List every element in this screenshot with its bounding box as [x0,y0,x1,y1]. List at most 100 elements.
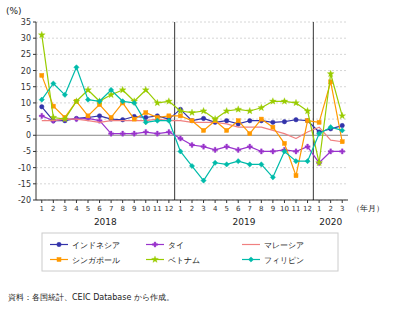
year-label: 2020 [319,217,342,227]
point [97,99,102,104]
point [132,131,137,136]
point [143,129,148,134]
x-tick [134,200,135,203]
point [282,119,286,123]
grid-line [36,70,348,71]
point [40,73,44,77]
x-tick [88,200,89,203]
point [317,120,321,124]
series-line [42,67,342,180]
point [247,144,252,149]
legend-label: マレーシア [264,241,304,250]
legend-label: ベトナム [168,256,200,265]
x-tick [122,200,123,203]
point [178,114,182,118]
point [224,144,229,149]
x-tick-label: 2 [328,205,332,213]
point [271,125,275,129]
x-tick-label: 7 [248,205,252,213]
x-tick [215,200,216,203]
year-label: 2019 [233,217,256,227]
x-tick-label: 1 [317,205,321,213]
y-tick-label: -20 [18,196,31,205]
y-tick-label: 30 [21,34,31,43]
x-tick [272,200,273,203]
grid-line [36,54,348,55]
x-tick [53,200,54,203]
x-tick [330,200,331,203]
point [201,178,206,183]
point [223,107,230,114]
x-tick [157,200,158,203]
series [40,105,345,135]
legend-frame [42,233,338,271]
y-tick-label: 15 [21,83,31,92]
x-axis-label: （年月） [352,204,384,213]
legend-marker [152,242,157,247]
point [85,97,90,102]
x-tick-label: 5 [224,205,228,213]
point [50,114,57,121]
x-tick-label: 7 [109,205,113,213]
point [189,163,194,168]
x-tick [99,200,100,203]
point [143,120,148,125]
series-line [42,107,342,132]
y-tick-label: -10 [18,164,31,173]
point [327,70,334,77]
point [339,112,346,119]
x-tick-label: 9 [271,205,275,213]
x-tick [307,200,308,203]
x-tick-label: 4 [74,205,79,213]
point [258,104,265,111]
x-tick-label: 11 [153,205,162,213]
legend-label: シンガポール [72,256,120,265]
point [202,128,206,132]
point [167,114,171,118]
point [236,159,241,164]
y-axis-label: (%) [6,6,22,16]
x-tick-label: 12 [303,205,312,213]
x-tick [226,200,227,203]
x-tick-label: 6 [236,205,241,213]
point [293,99,300,106]
point [178,149,183,154]
series-line [42,35,342,163]
point [166,129,171,134]
x-tick-label: 2 [190,205,194,213]
point [201,116,205,120]
y-tick-label: 25 [21,50,31,59]
x-tick-label: 10 [280,205,289,213]
point [120,99,125,104]
point [74,65,79,70]
point [201,144,206,149]
point [212,115,219,122]
legend: インドネシアタイマレーシアシンガポールベトナムフィリピン [42,233,338,271]
point [154,99,161,106]
y-axis [36,22,37,200]
y-tick-label: 35 [21,18,31,27]
point [270,149,275,154]
x-tick [296,200,297,203]
point [248,119,252,123]
point [224,119,228,123]
series [39,65,345,183]
point [142,86,149,93]
point [38,31,45,38]
point [165,98,172,105]
year-separator [313,22,314,200]
x-tick-label: 11 [292,205,301,213]
point [155,118,160,123]
point [236,147,241,152]
x-tick [249,200,250,203]
point [293,159,298,164]
point [73,98,80,105]
point [109,87,114,92]
point [213,147,218,152]
point [189,142,194,147]
point [225,128,229,132]
x-tick-label: 12 [164,205,173,213]
x-tick-label: 8 [120,205,124,213]
y-tick-label: -5 [23,147,31,156]
x-tick-label: 6 [97,205,102,213]
